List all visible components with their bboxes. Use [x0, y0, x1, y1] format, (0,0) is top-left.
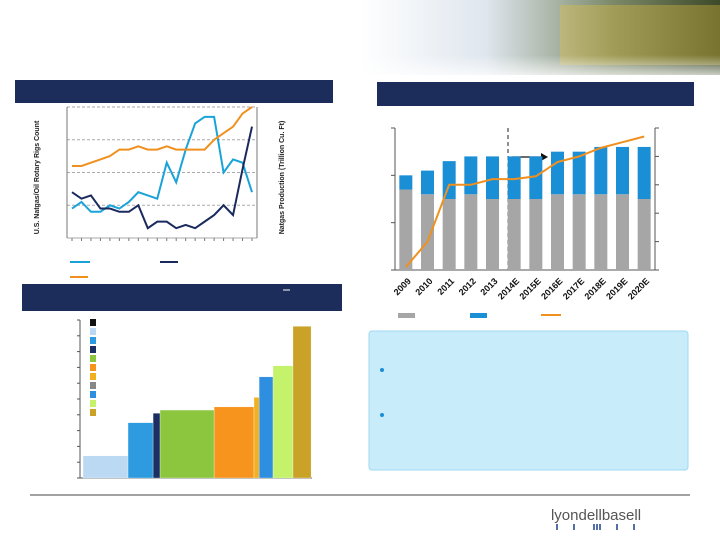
x-tick-label: 2010 [413, 276, 434, 297]
bar-segment [572, 194, 586, 270]
bar-segment [464, 156, 478, 195]
x-tick-label: 2017E [561, 276, 586, 301]
series-line [71, 115, 253, 213]
cost-bar [272, 365, 294, 479]
bar-legend [398, 313, 561, 318]
series-line [405, 135, 645, 268]
section-bar [377, 82, 694, 106]
x-tick-label: 2018E [582, 276, 607, 301]
bar-segment [486, 199, 499, 270]
bar-segment [637, 199, 651, 270]
bar-segment [442, 161, 456, 199]
bar-segment [464, 194, 478, 270]
cost-bar [82, 455, 129, 479]
header-fade [360, 55, 720, 80]
bar-segment [399, 175, 413, 190]
info-box [368, 330, 689, 471]
bar-segment [529, 199, 543, 270]
cost-bar [159, 409, 215, 479]
bar-segment [637, 146, 651, 199]
x-tick-label: 2015E [517, 276, 542, 301]
bar-segment [507, 199, 521, 270]
bar-segment [572, 151, 586, 195]
line-legend [70, 261, 178, 278]
bar-segment [616, 194, 629, 270]
bar-segment [594, 146, 608, 195]
bullet [380, 368, 384, 372]
bar-segment [616, 146, 629, 195]
logo: lyondellbasell [551, 507, 641, 524]
x-tick-label: 2014E [496, 276, 521, 301]
cost-bar [292, 326, 312, 479]
bar-segment [594, 194, 608, 270]
series-line [72, 106, 253, 167]
cost-bar [253, 397, 260, 479]
cost-bar [213, 406, 255, 479]
y2-axis-label: Natgas Production (Trillion Cu. Ft) [279, 121, 286, 235]
section-bar [15, 80, 333, 103]
forecast-arrowhead [541, 153, 548, 161]
x-tick-label: 2009 [392, 276, 413, 297]
x-tick-label: 2019E [604, 276, 629, 301]
bar-segment [421, 170, 434, 195]
cost-bar [127, 422, 154, 479]
x-tick-label: 2020E [626, 276, 651, 301]
hist-legend [90, 319, 96, 416]
bar-segment [421, 194, 434, 270]
bar-segment [399, 189, 413, 270]
x-tick-label: 2016E [539, 276, 564, 301]
bullet [380, 413, 384, 417]
bar-segment [529, 156, 543, 199]
bar-segment [507, 156, 521, 199]
x-tick-label: 2012 [457, 276, 478, 297]
series-line [71, 126, 253, 230]
bar-segment [551, 194, 564, 270]
section-bar [22, 284, 342, 311]
y-axis-label: U.S. Natgas/Oil Rotary Rigs Count [34, 120, 41, 234]
cost-bar [258, 376, 274, 479]
cost-bar [152, 413, 161, 479]
bar-segment [551, 151, 564, 195]
bar-segment [442, 199, 456, 270]
logo-bars [556, 524, 635, 530]
bar-segment [486, 156, 499, 199]
x-tick-label: 2011 [435, 276, 456, 297]
